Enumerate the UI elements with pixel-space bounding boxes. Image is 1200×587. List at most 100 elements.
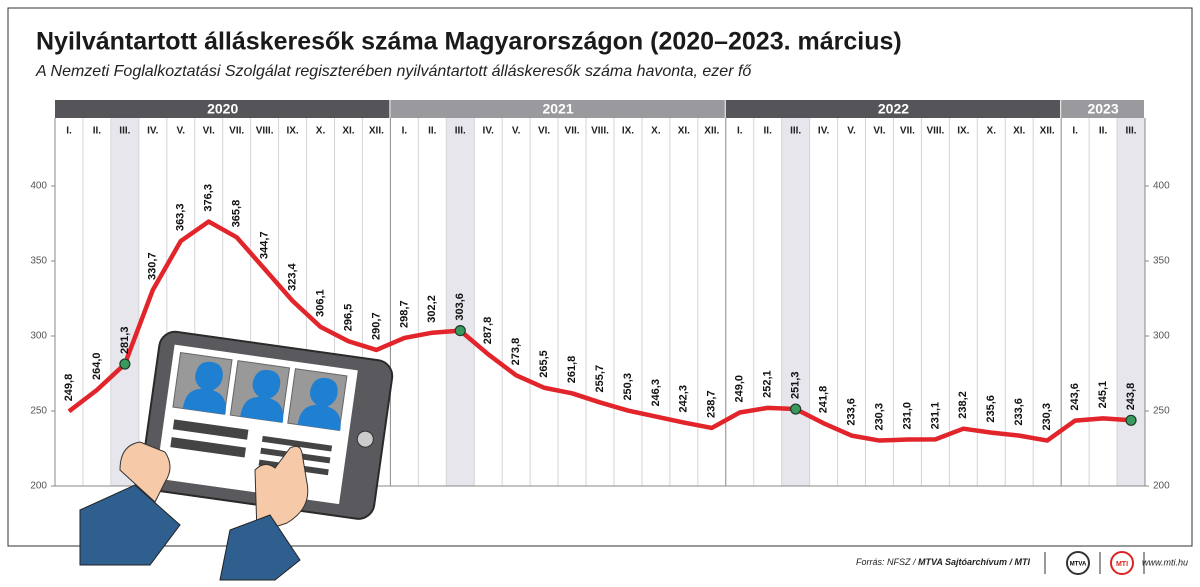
data-label: 230,3 [873,403,885,431]
plot: 2020 2021 2022 2023 I. II. III. IV. V. VI. VII. VII… [30,100,1170,492]
x-tick-label: IX. [957,126,969,137]
x-tick-label: VI. [203,126,215,137]
x-tick-label: II. [93,126,102,137]
data-label: 238,7 [706,390,718,418]
y-tick-label-right: 350 [1153,256,1170,267]
data-label: 290,7 [370,312,382,340]
data-label: 264,0 [91,352,103,380]
logo-text: MTVA [1070,562,1087,568]
x-tick-label: I. [402,126,408,137]
data-label: 233,6 [1013,398,1025,426]
x-tick-label: VIII. [926,126,944,137]
data-label: 230,3 [1041,403,1053,431]
data-label: 306,1 [314,289,326,317]
data-label: 231,0 [901,402,913,430]
x-tick-label: XI. [678,126,690,137]
y-tick-label: 400 [30,181,47,192]
data-label: 273,8 [510,338,522,366]
data-label: 241,8 [817,386,829,414]
x-tick-label: IX. [286,126,298,137]
data-label: 255,7 [594,365,606,393]
year-label: 2022 [878,101,909,117]
x-tick-label: III. [455,126,466,137]
data-label: 243,8 [1125,383,1137,411]
data-label: 231,1 [929,402,941,430]
year-band [1061,100,1144,118]
data-label: 233,6 [845,398,857,426]
data-label: 238,2 [957,391,969,419]
y-tick-label: 350 [30,256,47,267]
y-tick-label-right: 300 [1153,331,1170,342]
highlight-column [1117,118,1145,486]
x-tick-label: IX. [622,126,634,137]
x-tick-label: I. [1072,126,1078,137]
x-tick-label: II. [428,126,437,137]
data-label: 376,3 [203,184,215,212]
y-tick-label: 250 [30,406,47,417]
y-tick-label: 300 [30,331,47,342]
x-tick-label: X. [651,126,661,137]
chart-title: Nyilvántartott álláskeresők száma Magyar… [36,28,902,56]
data-label: 323,4 [286,262,298,290]
logo-text: MTI [1116,561,1128,568]
x-tick-label: VI. [538,126,550,137]
data-label: 249,8 [63,374,75,402]
x-tick-label: V. [847,126,856,137]
x-tick-label: VII. [900,126,915,137]
y-tick-label: 200 [30,481,47,492]
x-tick-label: III. [790,126,801,137]
website: www.mti.hu [1142,557,1188,567]
x-tick-label: IV. [818,126,830,137]
highlight-column [781,118,810,486]
tablet-illustration [79,330,394,581]
data-point [454,325,466,337]
data-line [67,219,1132,443]
logo [1066,551,1090,575]
year-label: 2020 [207,101,238,117]
x-tick-label: VIII. [591,126,609,137]
x-tick-label: IV. [483,126,495,137]
year-band [725,100,1061,118]
highlight-column [110,118,139,486]
data-label: 330,7 [147,252,159,280]
data-label: 265,5 [538,350,550,378]
source-bold: MTVA Sajtóarchívum / MTI [918,557,1031,567]
highlight-column [446,118,475,486]
year-band [55,100,390,118]
year-label: 2023 [1087,101,1118,117]
data-label: 303,6 [454,293,466,321]
data-point [119,358,131,370]
x-tick-label: VII. [565,126,580,137]
x-tick-label: X. [316,126,326,137]
data-point [790,403,802,415]
data-label: 344,7 [259,231,271,259]
x-tick-label: XI. [1013,126,1025,137]
x-tick-label: V. [512,126,521,137]
x-tick-label: I. [66,126,72,137]
data-label: 245,1 [1097,381,1109,409]
data-label: 296,5 [342,304,354,332]
data-label: 243,6 [1069,383,1081,411]
x-tick-label: VIII. [256,126,274,137]
data-label: 250,3 [622,373,634,401]
data-label: 287,8 [482,317,494,345]
x-tick-label: VI. [873,126,885,137]
data-label: 249,0 [734,375,746,403]
data-label: 298,7 [398,300,410,328]
data-point [1125,414,1137,426]
logo [1110,551,1134,575]
data-label: 252,1 [762,370,774,398]
data-label: 251,3 [790,372,802,400]
data-label: 365,8 [231,200,243,228]
x-tick-label: II. [764,126,773,137]
source-plain: Forrás: NFSZ / [856,557,917,567]
x-tick-label: VII. [229,126,244,137]
x-tick-label: XII. [1040,126,1055,137]
y-tick-label-right: 200 [1153,481,1170,492]
x-tick-label: X. [987,126,997,137]
x-tick-label: XI. [342,126,354,137]
x-tick-label: III. [1125,126,1136,137]
data-label: 281,3 [119,327,131,355]
year-label: 2021 [542,101,573,117]
data-label: 242,3 [678,385,690,413]
